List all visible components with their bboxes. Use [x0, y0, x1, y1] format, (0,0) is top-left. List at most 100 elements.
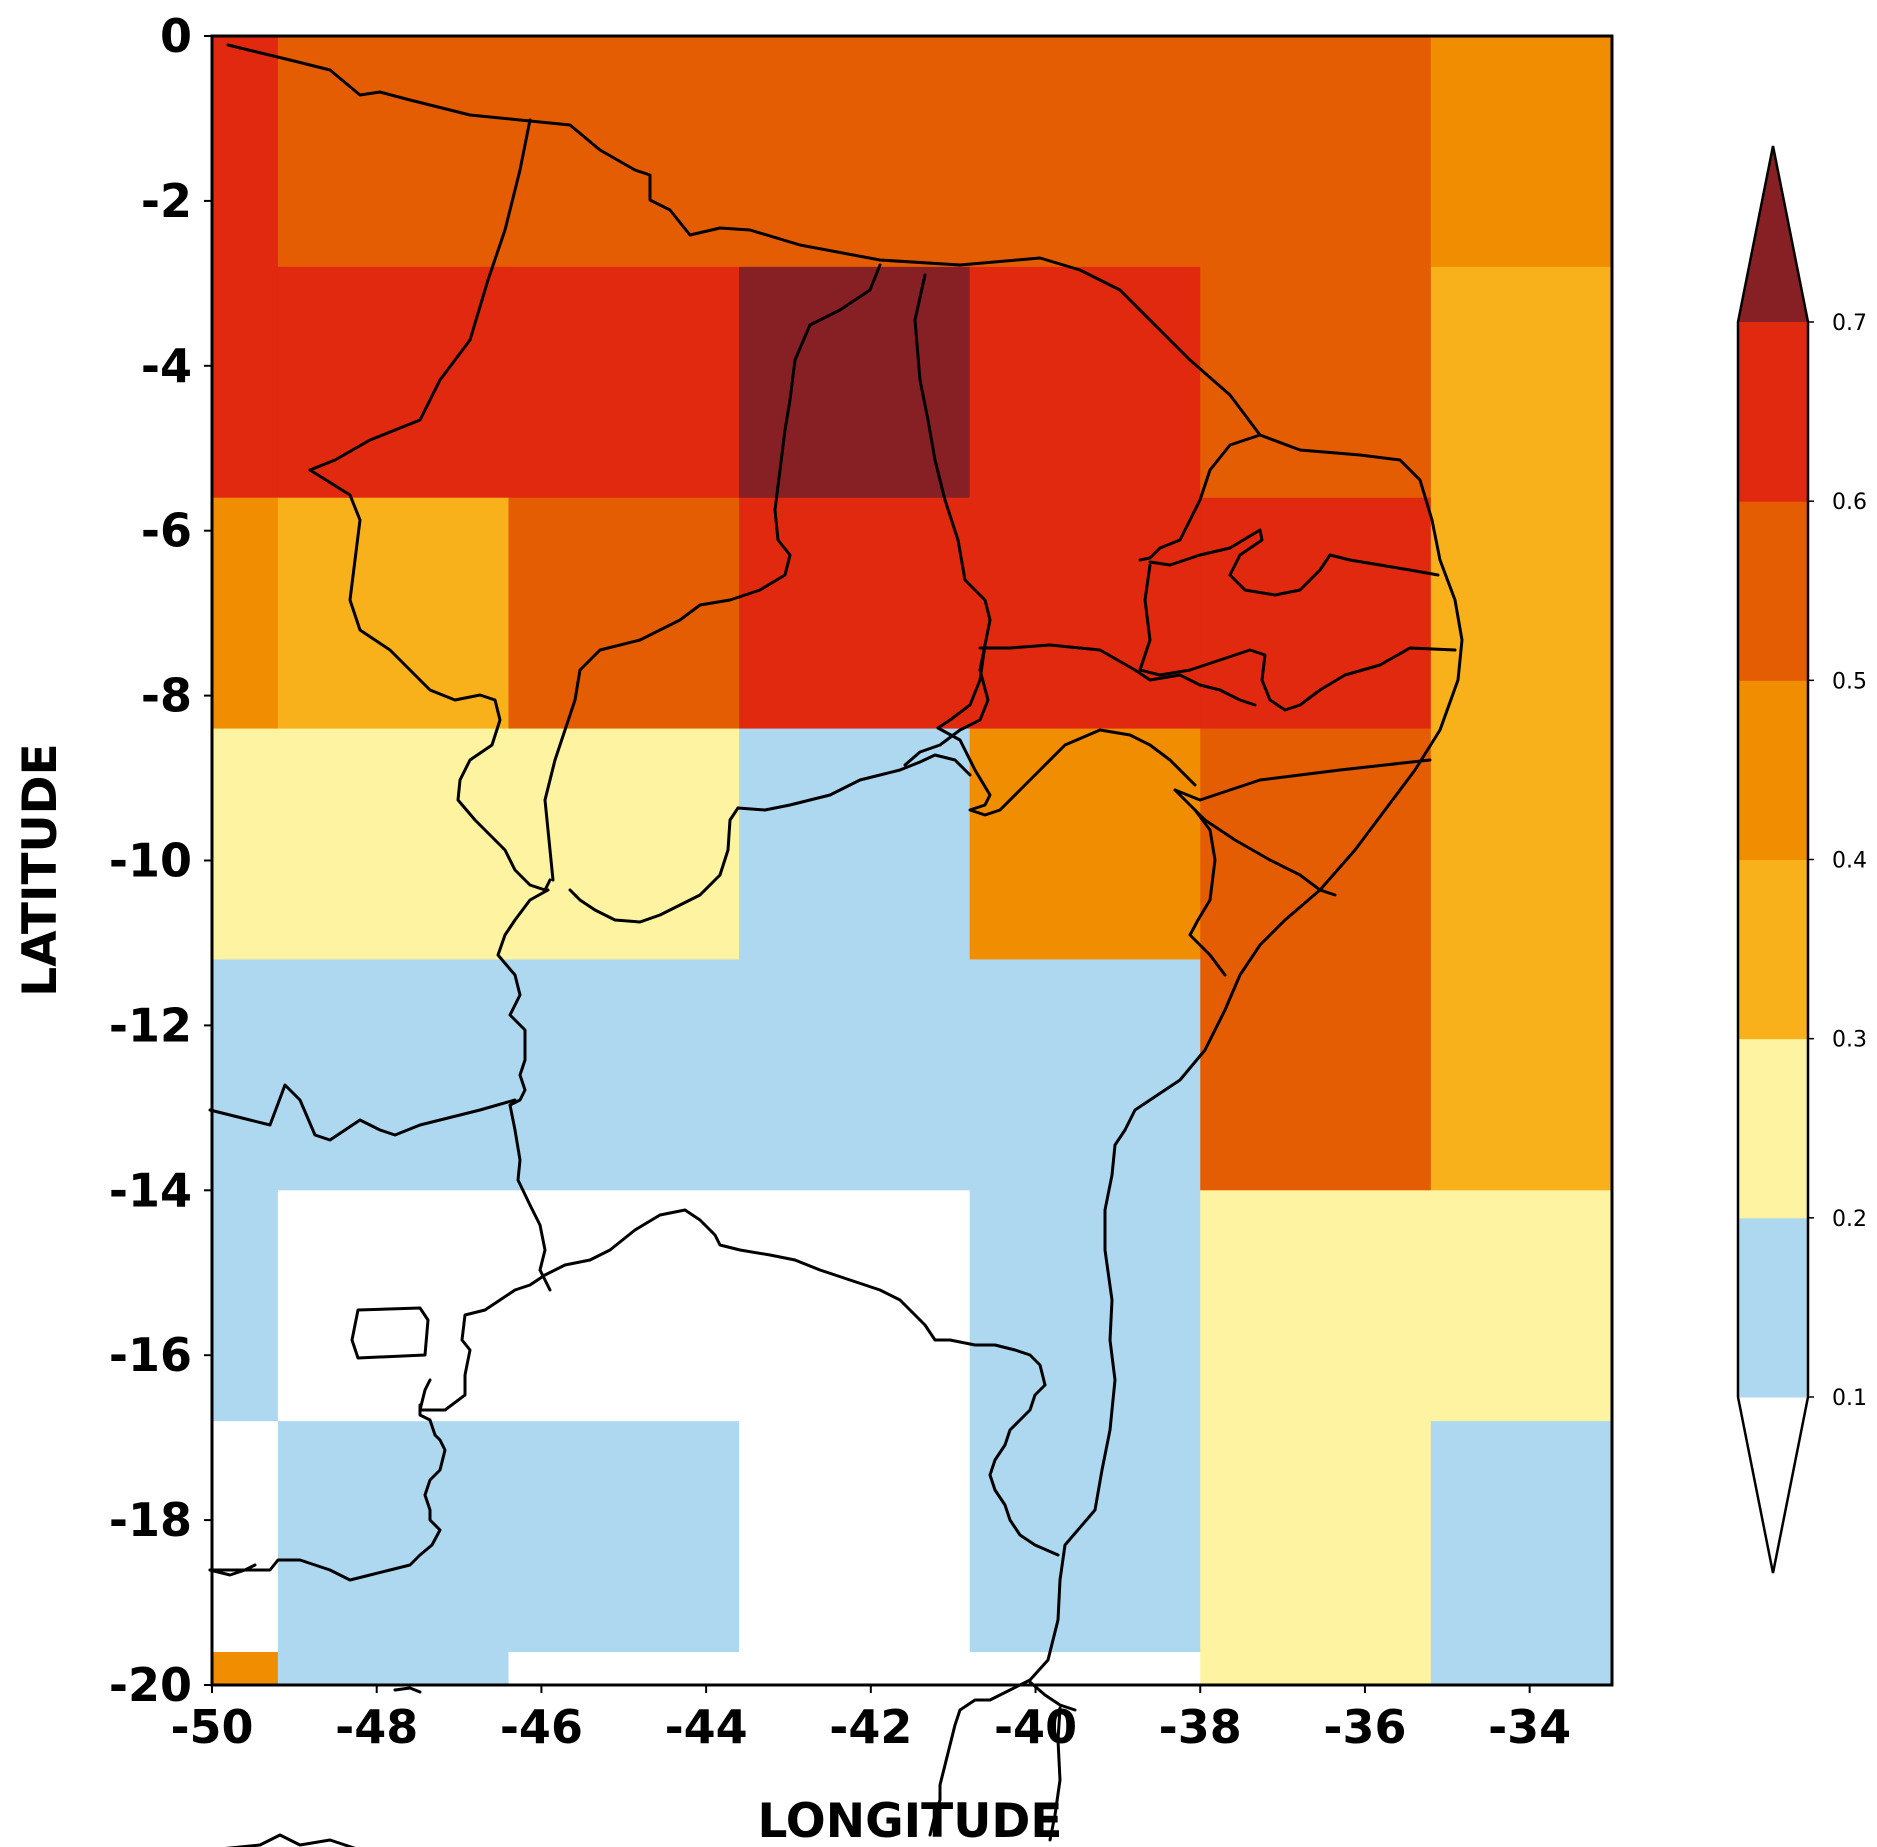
heatmap-cell	[212, 1652, 279, 1686]
heatmap-cell	[739, 1190, 971, 1422]
heatmap-cell	[969, 959, 1201, 1191]
heatmap-cell	[212, 1190, 279, 1422]
state-border	[936, 726, 1197, 817]
coastline-and-state-borders	[208, 43, 1464, 1847]
state-border	[928, 1678, 1032, 1837]
y-tick-label: -20	[109, 1658, 192, 1712]
heatmap-cell	[969, 1652, 1201, 1686]
x-tick-label: -48	[335, 1700, 418, 1754]
axes: -50 -48 -46 -44 -42 -40 -38 -36 -34 0 -2 -4 -6 -8 -10…	[13, 9, 1614, 1847]
heatmap-cell	[212, 266, 279, 499]
colorbar-segment	[1738, 1217, 1808, 1398]
y-axis-ticks: 0 -2 -4 -6 -8 -10 -12 -14 -16 -18 -20	[109, 9, 212, 1712]
heatmap-cell	[212, 1421, 279, 1653]
heatmap-cell	[739, 266, 971, 499]
heatmap-cell	[508, 36, 740, 268]
x-tick-label: -46	[500, 1700, 583, 1754]
colorbar-segment	[1738, 1038, 1808, 1219]
state-border	[543, 263, 882, 882]
heatmap-cell	[508, 266, 740, 499]
heatmap-cell	[277, 266, 509, 499]
heatmap-cell	[1200, 1421, 1432, 1653]
heatmap-cell	[739, 959, 971, 1191]
y-tick-label: -4	[141, 339, 192, 393]
heatmap-cell	[1430, 36, 1613, 268]
heatmap-cell	[969, 1190, 1201, 1422]
x-tick-label: -42	[829, 1700, 912, 1754]
heatmap-cell	[212, 497, 279, 730]
state-border	[936, 643, 987, 730]
x-tick-label: -36	[1323, 1700, 1406, 1754]
heatmap-cell	[212, 959, 279, 1191]
state-border	[308, 468, 552, 892]
state-border	[1138, 433, 1262, 562]
heatmap-cell	[1200, 36, 1432, 268]
y-tick-label: -8	[141, 669, 192, 723]
state-border	[568, 806, 740, 924]
state-border	[496, 888, 552, 1292]
colorbar-tick-label: 0.4	[1832, 849, 1867, 874]
heatmap-cell	[739, 36, 971, 268]
y-tick-label: -18	[109, 1493, 192, 1547]
heatmap-cell	[1200, 1652, 1432, 1686]
colorbar: 0.1 0.2 0.3 0.4 0.5 0.6 0.7	[1736, 145, 1867, 1574]
heatmap-cell	[508, 959, 740, 1191]
y-tick-label: -2	[141, 174, 192, 228]
heatmap-cell	[1430, 959, 1613, 1191]
colorbar-segment	[1738, 501, 1808, 681]
state-border	[308, 118, 532, 472]
state-border	[1138, 563, 1457, 712]
state-border	[208, 1083, 517, 1142]
state-border	[393, 1686, 422, 1694]
state-border	[978, 643, 1257, 707]
heatmap-cell	[277, 36, 509, 268]
colorbar-over-extension	[1738, 146, 1808, 322]
state-border	[1148, 528, 1440, 597]
state-border	[1188, 808, 1227, 977]
state-border	[208, 1403, 447, 1582]
heatmap-cell	[1200, 728, 1432, 960]
heatmap-cell	[739, 1652, 971, 1686]
heatmap-cells	[212, 36, 1613, 1686]
heatmap-cell	[1200, 497, 1432, 730]
heatmap-cell	[277, 1190, 509, 1422]
colorbar-tick-label: 0.5	[1832, 669, 1867, 694]
coastline	[226, 43, 1464, 1682]
colorbar-tick-label: 0.1	[1832, 1386, 1867, 1411]
heatmap-cell	[508, 1190, 740, 1422]
y-tick-label: -12	[109, 998, 192, 1052]
heatmap-cell	[739, 728, 971, 960]
y-tick-label: -10	[109, 834, 192, 888]
heatmap-cell	[1200, 959, 1432, 1191]
state-border	[224, 1833, 356, 1847]
heatmap-cell	[1430, 728, 1613, 960]
x-tick-label: -38	[1159, 1700, 1242, 1754]
heatmap-cell	[739, 1421, 971, 1653]
heatmap-cell	[508, 1652, 740, 1686]
heatmap-cell	[277, 1652, 509, 1686]
heatmap-cell	[212, 36, 279, 268]
y-tick-label: -6	[141, 504, 192, 558]
state-border	[1028, 1680, 1077, 1712]
colorbar-segment	[1738, 322, 1808, 502]
heatmap-cell	[969, 266, 1201, 499]
heatmap-cell	[508, 728, 740, 960]
heatmap-cell	[508, 497, 740, 730]
heatmap-cell	[1430, 1190, 1613, 1422]
x-axis-label: LONGITUDE	[758, 1794, 1063, 1847]
heatmap-cell	[277, 728, 509, 960]
colorbar-tick-label: 0.2	[1832, 1207, 1867, 1232]
colorbar-tick-label: 0.3	[1832, 1028, 1867, 1053]
y-tick-label: -14	[109, 1163, 192, 1217]
state-border	[418, 1273, 547, 1412]
colorbar-segment	[1738, 680, 1808, 860]
heatmap-cell	[1430, 1421, 1613, 1653]
colorbar-under-extension	[1738, 1397, 1808, 1573]
heatmap-cell	[212, 728, 279, 960]
y-tick-label: -16	[109, 1328, 192, 1382]
state-border	[1173, 788, 1337, 897]
y-tick-label: 0	[160, 9, 192, 63]
colorbar-tick-label: 0.7	[1832, 311, 1867, 336]
colorbar-segment	[1738, 859, 1808, 1040]
state-border	[1173, 758, 1432, 802]
